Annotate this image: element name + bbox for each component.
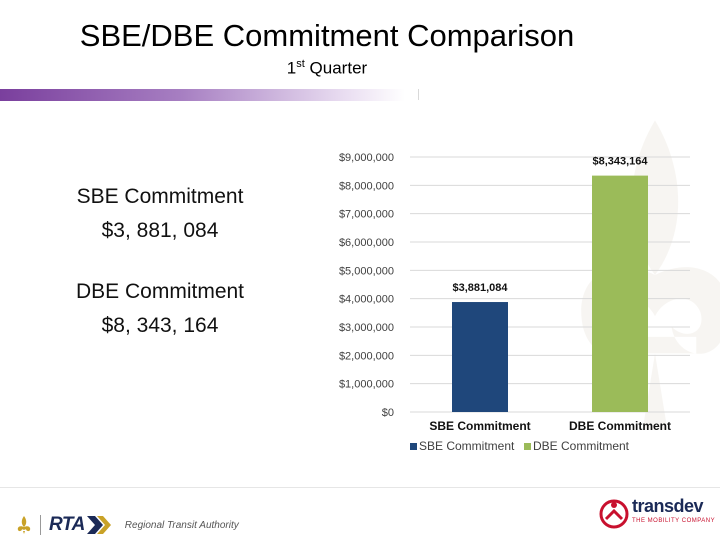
rta-logo-divider bbox=[40, 515, 41, 535]
transdev-tagline: THE MOBILITY COMPANY bbox=[632, 518, 716, 524]
x-category-label: SBE Commitment bbox=[429, 419, 530, 433]
fleur-de-lis-watermark-icon bbox=[581, 120, 720, 430]
bar-dbe bbox=[592, 175, 648, 412]
y-tick-label: $0 bbox=[382, 407, 394, 419]
y-tick-label: $4,000,000 bbox=[339, 294, 394, 306]
transdev-logo-icon bbox=[599, 499, 629, 529]
sbe-summary-label: SBE Commitment bbox=[76, 185, 244, 208]
legend-label: DBE Commitment bbox=[533, 439, 630, 453]
y-tick-label: $7,000,000 bbox=[339, 209, 394, 221]
rta-logo-text: RTA bbox=[49, 514, 85, 535]
slide-title: SBE/DBE Commitment Comparison bbox=[79, 18, 575, 53]
subtitle-number: 1 bbox=[286, 58, 297, 78]
subtitle-ordinal: st bbox=[296, 58, 305, 70]
dbe-summary-value: $8, 343, 164 bbox=[101, 314, 219, 337]
bar-data-label: $3,881,084 bbox=[452, 282, 508, 294]
slide-subtitle: 1st Quarter bbox=[0, 58, 654, 79]
bar-sbe bbox=[452, 302, 508, 412]
y-tick-label: $8,000,000 bbox=[339, 180, 394, 192]
rta-fleur-de-lis-icon bbox=[17, 516, 31, 534]
legend-swatch bbox=[524, 443, 531, 450]
rta-agency-name: Regional Transit Authority bbox=[124, 519, 239, 531]
y-tick-label: $1,000,000 bbox=[339, 379, 394, 391]
y-tick-label: $6,000,000 bbox=[339, 237, 394, 249]
y-tick-label: $5,000,000 bbox=[339, 265, 394, 277]
bar-data-label: $8,343,164 bbox=[592, 156, 648, 168]
sbe-summary: SBE Commitment $3, 881, 084 bbox=[60, 180, 260, 248]
sbe-summary-value: $3, 881, 084 bbox=[101, 219, 219, 242]
rta-chevrons-icon bbox=[86, 516, 111, 534]
commitment-bar-chart: $0 $1,000,000 $2,000,000 $3,000,000 $4,000,0… bbox=[339, 152, 690, 453]
legend-label: SBE Commitment bbox=[419, 439, 515, 453]
subtitle-text: Quarter bbox=[304, 58, 368, 78]
dbe-summary-label: DBE Commitment bbox=[75, 280, 245, 303]
title-accent-bar bbox=[0, 89, 405, 101]
legend-swatch bbox=[410, 443, 417, 450]
y-tick-label: $9,000,000 bbox=[339, 152, 394, 164]
rta-logo: RTA Regional Transit Authority bbox=[14, 510, 239, 540]
x-category-label: DBE Commitment bbox=[569, 419, 671, 433]
title-accent-tick bbox=[418, 89, 419, 100]
y-tick-label: $2,000,000 bbox=[339, 350, 394, 362]
y-tick-label: $3,000,000 bbox=[339, 322, 394, 334]
transdev-logo-text: transdev bbox=[632, 496, 704, 516]
dbe-summary: DBE Commitment $8, 343, 164 bbox=[60, 275, 260, 343]
footer-divider bbox=[0, 487, 720, 488]
